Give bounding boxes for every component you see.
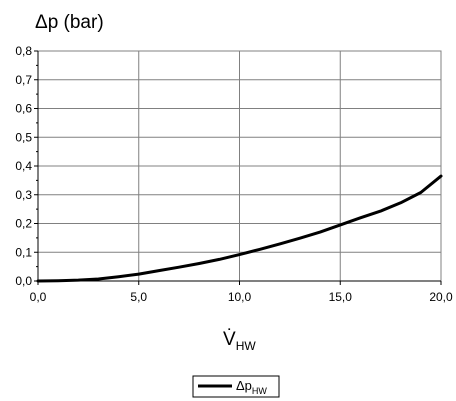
y-tick-label: 0,5 [15, 130, 32, 144]
y-tick-label: 0,6 [15, 102, 32, 116]
y-tick-label: 0,0 [15, 274, 32, 288]
series-lines [36, 174, 443, 283]
x-axis-title-main: V̇ [223, 329, 236, 350]
x-tick-label: 15,0 [329, 290, 353, 304]
x-tick-label: 10,0 [228, 290, 252, 304]
y-tick-label: 0,2 [15, 217, 32, 231]
legend-entry-main: Δp [236, 378, 252, 393]
y-tick-label: 0,4 [15, 159, 32, 173]
y-tick-label: 0,3 [15, 188, 32, 202]
x-axis-title: V̇HW [223, 329, 256, 353]
legend-entry: ΔpHW [236, 378, 267, 396]
y-tick-label: 0,7 [15, 73, 32, 87]
y-tick-label: 0,8 [15, 44, 32, 58]
legend-box [192, 375, 280, 398]
grid [38, 51, 441, 281]
axes [34, 50, 442, 285]
x-tick-label: 0,0 [30, 290, 47, 304]
x-axis-title-subscript: HW [236, 339, 257, 353]
legend: ΔpHW [192, 375, 280, 398]
series-line [36, 174, 443, 283]
y-axis-title: Δp (bar) [35, 12, 104, 33]
legend-entry-subscript: HW [252, 386, 267, 396]
x-tick-labels: 0,0 5,0 10,0 15,0 20,0 [30, 290, 453, 304]
x-tick-label: 5,0 [130, 290, 147, 304]
y-tick-label: 0,1 [15, 245, 32, 259]
y-tick-labels: 0,0 0,1 0,2 0,3 0,4 0,5 0,6 0,7 0,8 [15, 44, 32, 288]
x-tick-label: 20,0 [429, 290, 453, 304]
